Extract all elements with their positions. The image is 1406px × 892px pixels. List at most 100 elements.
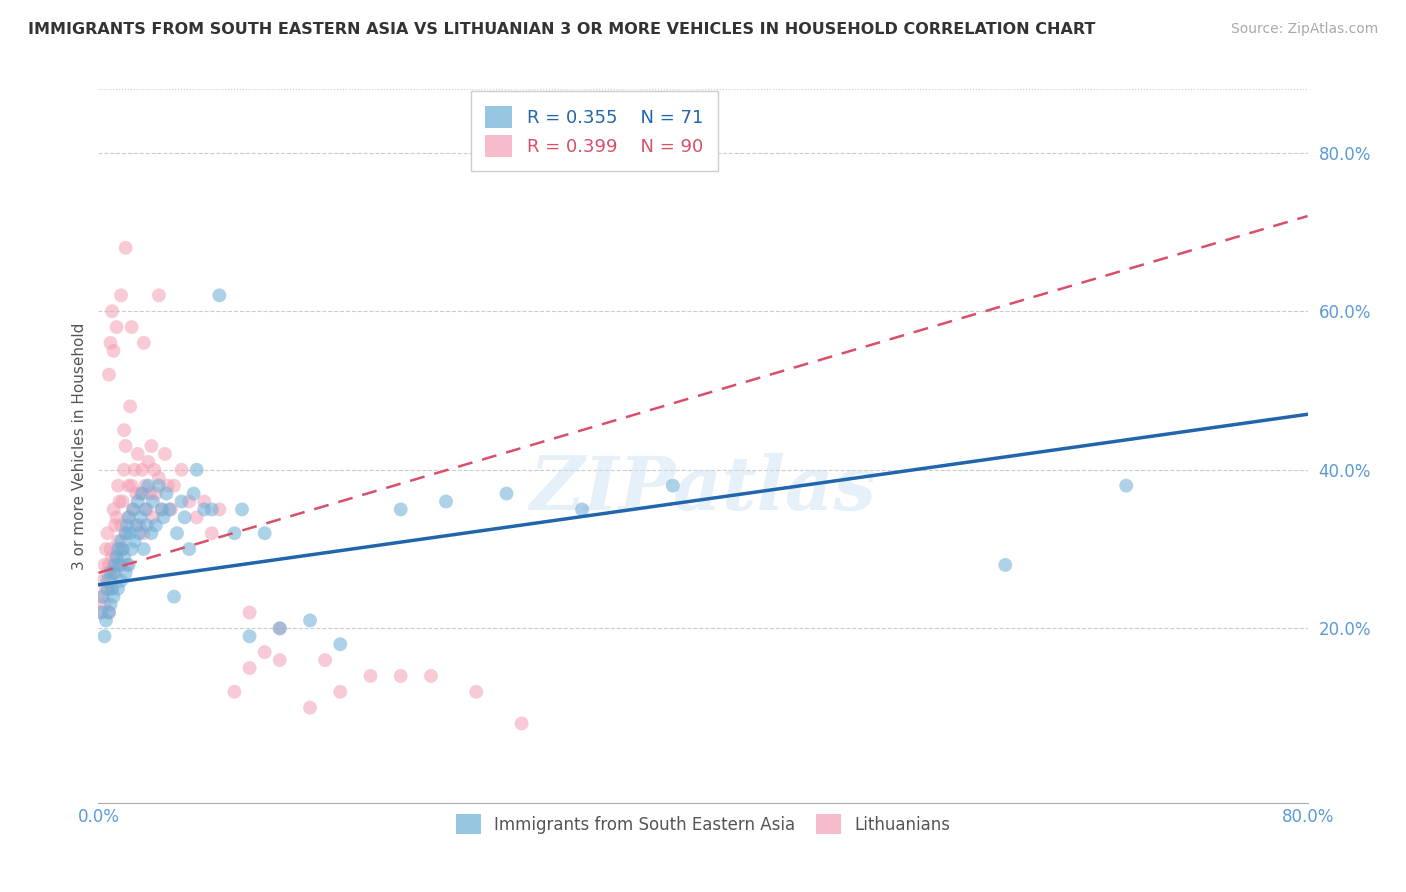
Point (136, 478, 159, 492)
Point (94, 614, 117, 628)
Point (129, 486, 152, 500)
Point (128, 526, 150, 541)
Text: IMMIGRANTS FROM SOUTH EASTERN ASIA VS LITHUANIAN 3 OR MORE VEHICLES IN HOUSEHOLD: IMMIGRANTS FROM SOUTH EASTERN ASIA VS LI… (28, 22, 1095, 37)
Point (132, 542, 155, 557)
Point (239, 661, 262, 675)
Point (103, 558, 125, 572)
Point (112, 423, 135, 437)
Point (98, 606, 121, 620)
Point (110, 518, 132, 533)
Point (143, 463, 166, 477)
Point (108, 542, 131, 557)
Point (98, 558, 121, 572)
Point (105, 549, 128, 564)
Point (105, 549, 128, 564)
Point (103, 590, 125, 604)
Point (101, 582, 124, 596)
Point (100, 574, 122, 588)
Point (93, 558, 115, 572)
Point (104, 558, 127, 572)
Point (224, 685, 246, 699)
Point (132, 335, 155, 350)
Point (201, 526, 224, 541)
Point (103, 502, 125, 516)
Point (115, 518, 138, 533)
Point (141, 439, 163, 453)
Point (163, 590, 186, 604)
Point (193, 502, 215, 516)
Point (101, 582, 124, 596)
Point (110, 534, 132, 549)
Point (131, 463, 153, 477)
Point (121, 542, 143, 557)
Point (994, 558, 1017, 572)
Point (125, 486, 148, 500)
Point (170, 463, 193, 477)
Point (150, 502, 173, 516)
Point (108, 558, 131, 572)
Point (94, 542, 117, 557)
Point (142, 494, 165, 508)
Point (201, 502, 224, 516)
Point (179, 542, 201, 557)
Point (465, 685, 488, 699)
Point (112, 463, 135, 477)
Point (100, 335, 122, 350)
Point (1115, 478, 1137, 492)
Point (127, 494, 149, 508)
Point (101, 549, 124, 564)
Point (135, 502, 157, 516)
Point (329, 685, 352, 699)
Point (89, 606, 111, 620)
Point (96, 582, 118, 596)
Point (111, 542, 134, 557)
Point (148, 471, 170, 485)
Point (98, 368, 121, 382)
Point (571, 502, 593, 516)
Point (120, 526, 142, 541)
Point (389, 502, 412, 516)
Point (314, 653, 336, 667)
Point (510, 716, 533, 731)
Point (90, 606, 112, 620)
Point (120, 400, 142, 414)
Text: Source: ZipAtlas.com: Source: ZipAtlas.com (1230, 22, 1378, 37)
Point (90, 590, 112, 604)
Point (129, 510, 152, 524)
Point (93, 598, 115, 612)
Point (150, 502, 173, 516)
Point (114, 526, 136, 541)
Point (153, 447, 176, 461)
Point (115, 558, 138, 572)
Point (141, 526, 163, 541)
Point (107, 542, 129, 557)
Point (104, 518, 127, 533)
Point (142, 510, 165, 524)
Point (111, 494, 134, 508)
Point (160, 502, 183, 516)
Point (96, 574, 118, 588)
Point (208, 502, 231, 516)
Point (136, 455, 159, 469)
Point (231, 502, 253, 516)
Point (93, 629, 115, 643)
Point (299, 700, 322, 714)
Point (118, 510, 141, 524)
Point (107, 478, 129, 492)
Point (420, 669, 443, 683)
Point (125, 518, 148, 533)
Point (148, 478, 170, 492)
Point (329, 637, 352, 651)
Point (103, 343, 125, 358)
Point (495, 486, 517, 500)
Point (121, 478, 143, 492)
Point (166, 526, 188, 541)
Point (121, 320, 143, 334)
Point (110, 574, 132, 588)
Point (114, 241, 136, 255)
Point (360, 669, 382, 683)
Point (239, 629, 262, 643)
Point (100, 542, 122, 557)
Point (100, 566, 122, 580)
Point (107, 582, 129, 596)
